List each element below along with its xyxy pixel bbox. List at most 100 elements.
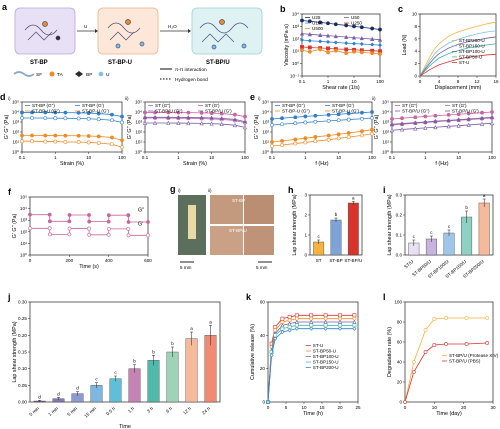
legend-u: U (106, 72, 110, 78)
chart-k-point (352, 323, 357, 328)
chart-ei-point (313, 113, 318, 118)
chart-eii-point (456, 112, 461, 117)
chart-ei-sublabel: i) (258, 96, 261, 101)
photo-vial-sample (188, 205, 196, 239)
chart-eii-point (456, 123, 461, 128)
chart-dii-point (152, 120, 158, 125)
chart-di-ytick-label: 10³ (12, 120, 19, 125)
chart-l-xtick-label: 30 (490, 405, 496, 410)
chart-di-point (20, 110, 24, 115)
chart-c-series-line (419, 43, 497, 77)
chart-dii-xlabel: Strain (%) (183, 161, 207, 167)
panel-g-photos: g i) ii) ST-BP ST-BP/U 5 mm 5 mm (170, 184, 274, 270)
chart-l-ytick-label: 100 (394, 300, 402, 305)
chart-dii: 10⁰ 10¹ 10² 10³ 10⁴ 10⁵ 0.1 1 10 100 Strain (%) G' … (125, 96, 249, 167)
chart-di-series-line (22, 140, 123, 148)
chart-c-legend-label: ST-BP100-U (459, 49, 485, 54)
chart-dii-point (199, 121, 204, 126)
chart-ei-point (270, 123, 274, 127)
chart-b-ytick-label: 10⁴ (292, 12, 299, 17)
chart-eii-point (399, 121, 405, 126)
chart-f-point (146, 233, 150, 238)
chart-j-sig-letter: d (76, 386, 79, 391)
chart-eii-point (413, 126, 418, 131)
chart-f-point (47, 219, 52, 224)
chart-ei: 10⁰ 10¹ 10² 10³ 10⁴ 10⁵ 0.1 1 10 100 f (Hz) G' G'' … (250, 92, 376, 167)
chart-di-point (110, 118, 114, 123)
molecule-sketch-3 (199, 19, 249, 50)
chart-b-ytick-label: 10⁻¹ (290, 74, 300, 79)
chart-ei-legend-label: ST-BP (G'') (282, 103, 305, 108)
chart-k-point (352, 313, 357, 318)
chart-b-point (326, 50, 330, 55)
chart-b-legend-label: U500 (312, 26, 323, 31)
chart-di-point (86, 134, 91, 138)
chart-k-legend-label: ST-BP200-U (313, 365, 339, 370)
chart-dii-ylabel: G' G'' (Pa) (127, 114, 133, 139)
photo-finger-1 (210, 195, 243, 224)
chart-k-point (323, 319, 328, 324)
chart-b-ylabel: Viscosity (mPa·s) (284, 24, 290, 66)
chart-l-point (464, 316, 469, 320)
chart-b-point (318, 32, 323, 37)
chart-b-point (318, 47, 323, 52)
chart-l-frame (404, 301, 494, 403)
chart-h-bar (347, 202, 359, 256)
chart-b-ytick-label: 10³ (292, 24, 299, 29)
chart-ei-xtick-label: 100 (368, 155, 376, 160)
chart-i-sig-letter: a (483, 193, 486, 198)
chart-l-point (485, 341, 490, 345)
chart-b-point (377, 37, 383, 42)
chart-k-point (280, 326, 285, 331)
chart-l: 0 20 40 60 80 100 0 10 20 30 Time (day) Degradation… (383, 292, 499, 417)
chart-di-point (20, 133, 24, 138)
chart-j-ytick-label: 0.00 (18, 400, 27, 405)
chart-eii-point (446, 124, 451, 129)
chart-b-point (333, 40, 338, 45)
chart-ei-ytick-label: 10⁵ (262, 100, 269, 105)
chart-c-xtick-label: 12 (474, 79, 480, 84)
chart-ei-point (336, 136, 341, 141)
chart-dii-point (152, 114, 158, 120)
chart-ei-point (360, 129, 364, 134)
chart-j-category-label: 24 h (201, 406, 211, 416)
chart-ei-ylabel: G' G'' (Pa) (254, 114, 260, 139)
chart-c-xtick-label: 4 (438, 79, 441, 84)
chart-di-point (30, 116, 34, 120)
chart-b-point (307, 45, 312, 50)
chart-b-ytick-label: 10¹ (292, 49, 299, 54)
chart-k-legend-label: ST-U (313, 343, 323, 348)
chart-k-point (273, 325, 278, 329)
chart-di-series-line (22, 112, 123, 117)
chart-f-point (87, 232, 92, 237)
chart-dii-ytick-label: 10⁴ (135, 110, 142, 115)
chart-di-point (43, 116, 48, 121)
chart-j-sig-letter: c (114, 370, 117, 375)
chart-i-category-label: ST/U (403, 259, 414, 270)
chart-l-point (423, 328, 428, 332)
chart-di-point (53, 139, 58, 144)
panel-label-b: b (280, 4, 286, 14)
chart-ei-point (293, 121, 298, 126)
legend-sf: SF (36, 72, 42, 78)
chart-di-xtick-label: 100 (118, 155, 126, 160)
chart-di-point (63, 140, 68, 144)
chart-k-xtick-label: 20 (337, 405, 343, 410)
chart-h: 0 1 2 3 Lap shear strength (MPa)h c ST b ST-BP a S… (288, 185, 363, 263)
box-st-bp-slash-u (191, 7, 263, 55)
chart-b-series-line (301, 20, 381, 30)
chart-ei-point (280, 138, 284, 143)
chart-f-frame (29, 196, 149, 256)
chart-b-xlabel: Shear rate (1/s) (322, 85, 360, 91)
chart-ei-point (313, 139, 318, 144)
chart-k-xtick-label: 0 (267, 405, 270, 410)
chart-di-frame (21, 101, 123, 153)
chart-dii-legend-label: ST (G'') (155, 103, 171, 108)
chart-b-point (307, 32, 312, 37)
chart-ei-xtick-label: 1 (304, 155, 307, 160)
chart-l-legend-label: ST-BP/U (Protease XIV) (449, 353, 499, 358)
legend-u-icon (98, 71, 104, 77)
chart-f-point (126, 226, 131, 231)
panel-label-j: j (7, 292, 11, 302)
